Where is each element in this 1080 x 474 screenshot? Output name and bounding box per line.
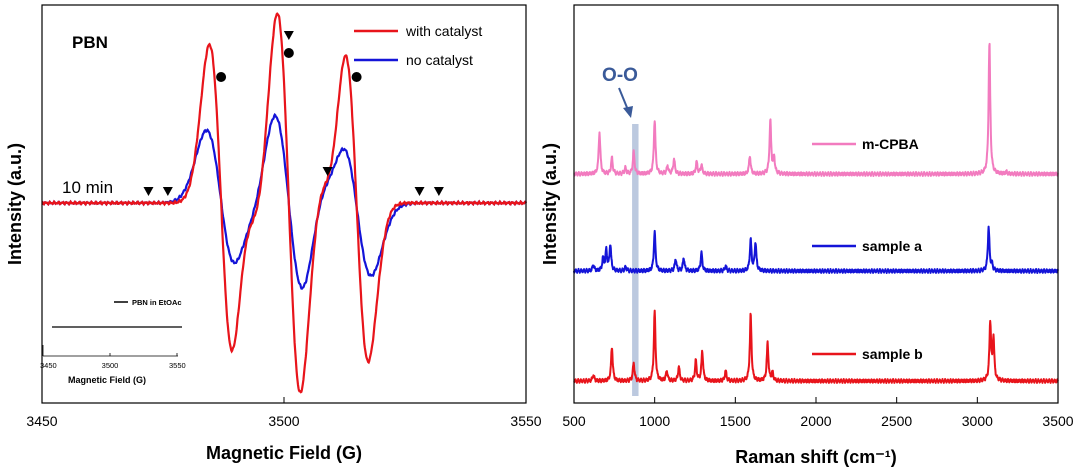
peak-marker-triangle bbox=[283, 31, 294, 40]
raman-legend: m-CPBA sample a sample b bbox=[812, 136, 923, 362]
o-o-arrow-line bbox=[618, 87, 629, 111]
peak-marker-circle bbox=[351, 72, 362, 82]
raman-x-tick-label: 3000 bbox=[962, 413, 993, 429]
peak-marker-circle bbox=[216, 72, 227, 82]
raman-x-axis-label: Raman shift (cm⁻¹) bbox=[735, 447, 897, 467]
raman-x-tick-label: 2000 bbox=[800, 413, 831, 429]
legend-label-sample-b: sample b bbox=[862, 346, 923, 362]
raman-x-tick-label: 1500 bbox=[720, 413, 751, 429]
raman-x-tick-label: 500 bbox=[562, 413, 586, 429]
o-o-arrow-head bbox=[623, 106, 633, 118]
epr-x-tick-label: 3450 bbox=[26, 413, 57, 429]
raman-x-tick-label: 3500 bbox=[1042, 413, 1073, 429]
epr-x-tick-label: 3550 bbox=[510, 413, 541, 429]
epr-time-annotation: 10 min bbox=[62, 178, 113, 197]
inset-x-tick-label: 3450 bbox=[40, 361, 57, 370]
peak-marker-circle bbox=[283, 48, 294, 58]
peak-marker-triangle bbox=[143, 187, 154, 196]
peak-marker-triangle bbox=[162, 187, 173, 196]
epr-inset: PBN in EtOAc 3450 3500 3550 Magnetic Fie… bbox=[40, 298, 186, 385]
raman-y-axis-label: Intensity (a.u.) bbox=[540, 143, 560, 265]
raman-x-tick-label: 2500 bbox=[881, 413, 912, 429]
epr-legend: with catalyst no catalyst bbox=[354, 23, 482, 68]
raman-panel: 500 1000 1500 2000 2500 3000 3500 O-O m-CPBA s… bbox=[540, 4, 1074, 467]
legend-label-sample-a: sample a bbox=[862, 238, 922, 254]
o-o-highlight-band bbox=[632, 124, 639, 396]
o-o-label: O-O bbox=[602, 65, 638, 86]
inset-x-axis-label: Magnetic Field (G) bbox=[68, 375, 146, 385]
raman-traces bbox=[573, 42, 1059, 384]
epr-traces bbox=[41, 12, 528, 394]
epr-x-ticks: 3450 3500 3550 bbox=[26, 397, 542, 429]
peak-marker-triangle bbox=[433, 187, 444, 196]
legend-label-m-cpba: m-CPBA bbox=[862, 136, 919, 152]
raman-trace-m-CPBA bbox=[573, 42, 1059, 177]
epr-x-tick-label: 3500 bbox=[268, 413, 299, 429]
epr-panel: 3450 3500 3550 PBN 10 min with catalyst no… bbox=[5, 4, 542, 463]
raman-x-tick-label: 1000 bbox=[639, 413, 670, 429]
inset-x-tick-label: 3550 bbox=[169, 361, 186, 370]
legend-label-no-catalyst: no catalyst bbox=[406, 52, 473, 68]
epr-peak-markers bbox=[143, 31, 444, 196]
epr-panel-label: PBN bbox=[72, 33, 108, 52]
raman-x-ticks: 500 1000 1500 2000 2500 3000 3500 bbox=[562, 397, 1074, 429]
inset-x-tick-label: 3500 bbox=[102, 361, 119, 370]
peak-marker-triangle bbox=[322, 167, 333, 176]
legend-label-with-catalyst: with catalyst bbox=[405, 23, 482, 39]
epr-trace-with-catalyst bbox=[41, 12, 528, 394]
inset-legend-label: PBN in EtOAc bbox=[132, 298, 182, 307]
raman-trace-sample-a bbox=[573, 225, 1059, 274]
epr-y-axis-label: Intensity (a.u.) bbox=[5, 143, 25, 265]
raman-trace-sample-b bbox=[573, 309, 1059, 384]
epr-x-axis-label: Magnetic Field (G) bbox=[206, 443, 362, 463]
peak-marker-triangle bbox=[414, 187, 425, 196]
